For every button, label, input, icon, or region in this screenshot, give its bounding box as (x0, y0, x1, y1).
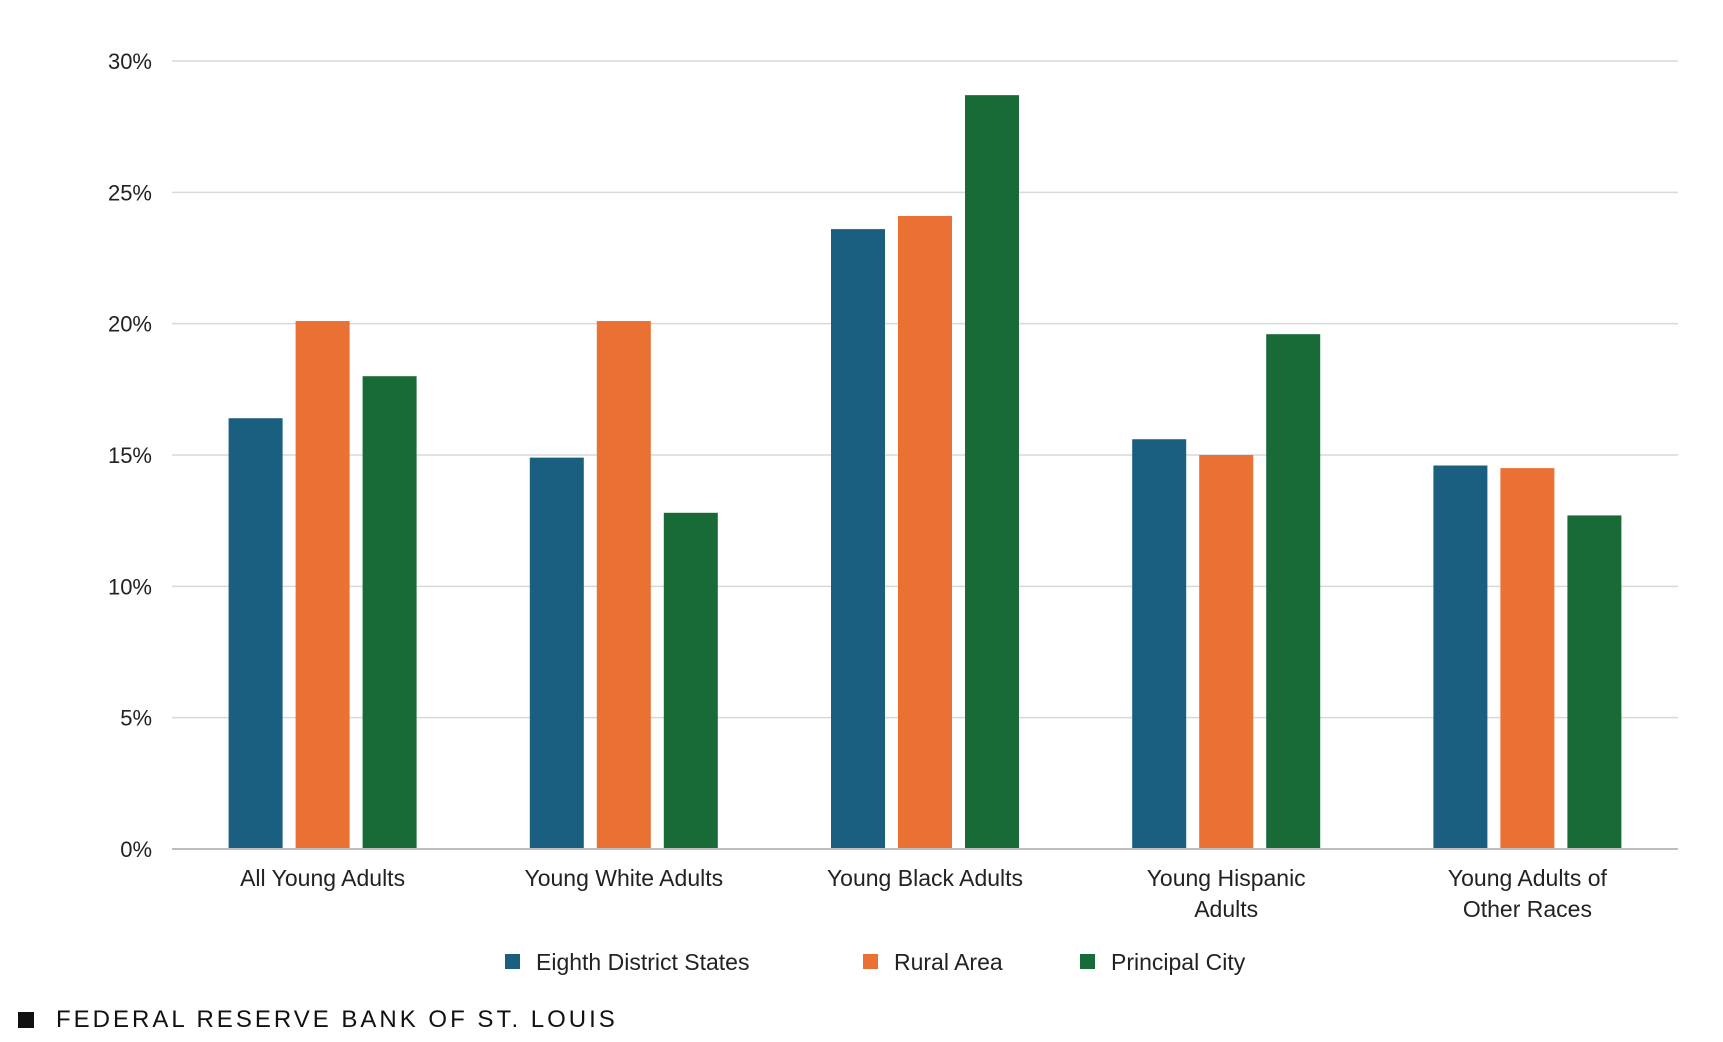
y-tick-label: 15% (108, 443, 152, 468)
y-tick-label: 25% (108, 180, 152, 205)
x-category-label: Young White Adults (524, 865, 723, 891)
x-category-label: Other Races (1463, 896, 1592, 922)
footer-source: FEDERAL RESERVE BANK OF ST. LOUIS (56, 1006, 618, 1033)
bar (1433, 465, 1488, 849)
y-tick-label: 30% (108, 49, 152, 74)
legend-swatch (863, 954, 878, 969)
bar (1567, 515, 1622, 849)
y-axis-ticks: 0% 5% 10% 15% 20% 25% 30% (108, 49, 152, 862)
footer-square-icon (18, 1012, 34, 1028)
bar (596, 321, 651, 849)
y-tick-label: 5% (120, 706, 152, 731)
bar (529, 457, 584, 849)
bar (965, 95, 1019, 849)
x-axis-category-labels: All Young Adults Young White Adults Young … (240, 865, 1607, 922)
legend-swatch (1080, 954, 1095, 969)
x-category-label: Adults (1194, 896, 1258, 922)
bar (831, 229, 885, 849)
bar (295, 321, 350, 849)
legend-label: Rural Area (894, 949, 1003, 975)
x-category-label: Young Hispanic (1147, 865, 1306, 891)
footer: FEDERAL RESERVE BANK OF ST. LOUIS (18, 1006, 618, 1034)
bar (663, 512, 718, 849)
x-category-label: Young Black Adults (827, 865, 1023, 891)
y-tick-label: 10% (108, 574, 152, 599)
bar-chart: 0% 5% 10% 15% 20% 25% 30% All Young Adults Youn… (108, 49, 1678, 975)
y-tick-label: 0% (120, 837, 152, 862)
legend: Eighth District States Rural Area Principa… (505, 949, 1246, 975)
bar (898, 215, 952, 849)
x-category-label: All Young Adults (240, 865, 405, 891)
bar (1199, 455, 1254, 849)
legend-label: Eighth District States (536, 949, 749, 975)
legend-swatch (505, 954, 520, 969)
bar (1132, 439, 1187, 849)
bar (1500, 468, 1555, 849)
x-category-label: Young Adults of (1448, 865, 1608, 891)
y-tick-label: 20% (108, 312, 152, 337)
bar (362, 376, 417, 849)
bar (1266, 334, 1321, 849)
legend-label: Principal City (1111, 949, 1246, 975)
bars (228, 95, 1622, 849)
bar (228, 418, 283, 849)
